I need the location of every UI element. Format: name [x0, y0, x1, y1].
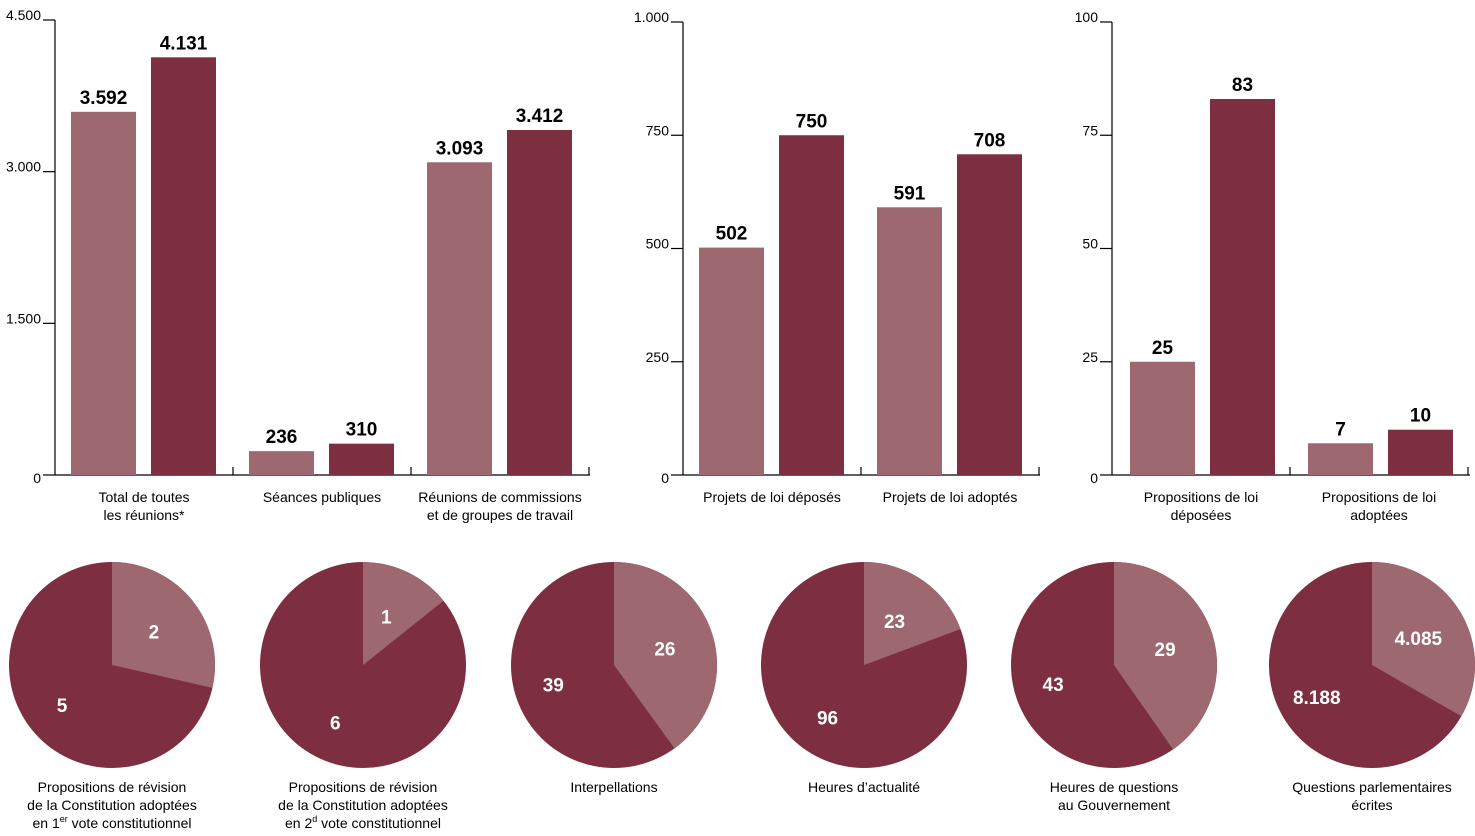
data-label: 591	[894, 183, 926, 204]
bar	[877, 207, 942, 476]
category-label: adoptées	[1350, 507, 1408, 523]
data-label: 502	[716, 224, 748, 245]
pie-caption: de la Constitution adoptées	[27, 797, 197, 813]
pie-label: 96	[817, 708, 838, 729]
category-label: Projets de loi adoptés	[883, 489, 1018, 505]
pie-caption: en 2d vote constitutionnel	[285, 814, 441, 831]
bar	[699, 247, 764, 475]
y-tick-label: 3.000	[6, 159, 41, 175]
pie-caption: écrites	[1351, 797, 1392, 813]
pie-chart-3: 26 39 Interpellations	[511, 562, 717, 795]
pie-caption: au Gouvernement	[1058, 797, 1170, 813]
y-tick-label: 1.000	[634, 9, 669, 25]
bar	[151, 57, 216, 476]
data-label: 83	[1232, 75, 1253, 96]
pie-label: 4.085	[1395, 629, 1443, 650]
pie-label: 5	[57, 696, 68, 717]
category-label: Séances publiques	[263, 489, 381, 505]
pie-slice	[363, 562, 444, 665]
y-tick-label: 25	[1082, 349, 1098, 365]
pie-chart-2: 1 6 Propositions de révision de la Constitu…	[260, 562, 466, 831]
pie-caption: Propositions de révision	[38, 779, 187, 795]
data-label: 3.592	[80, 88, 128, 109]
data-label: 10	[1410, 406, 1431, 427]
category-label: déposées	[1171, 507, 1232, 523]
category-label: Projets de loi déposés	[703, 489, 841, 505]
pie-chart-1: 2 5 Propositions de révision de la Constitu…	[9, 562, 216, 831]
bar	[779, 135, 844, 475]
bar	[329, 443, 394, 475]
bar-chart-3: 0 25 50 75 100 25 83 Propositions de loi déposée…	[1075, 9, 1470, 523]
bar	[1388, 429, 1453, 475]
bar	[1210, 99, 1275, 475]
data-label: 3.412	[516, 106, 564, 127]
y-tick-label: 100	[1075, 9, 1099, 25]
y-tick-label: 0	[33, 470, 41, 486]
bar	[957, 154, 1022, 475]
pie-chart-5: 29 43 Heures de questions au Gouvernement	[1011, 562, 1218, 813]
data-label: 310	[346, 420, 378, 441]
pie-chart-4: 23 96 Heures d’actualité	[761, 562, 967, 795]
pie-label: 39	[543, 676, 564, 697]
y-tick-label: 0	[661, 470, 669, 486]
pie-slice	[864, 562, 961, 665]
data-label: 236	[266, 427, 298, 448]
y-tick-label: 75	[1082, 122, 1098, 138]
bar-chart-1: 0 1.500 3.000 4.500 3.592 4.131 Total de toute…	[6, 7, 590, 523]
y-tick-label: 500	[646, 236, 670, 252]
pie-caption: Questions parlementaires	[1292, 779, 1452, 795]
pie-caption: en 1er vote constitutionnel	[32, 814, 191, 831]
pie-label: 23	[884, 612, 905, 633]
pie-slice	[1372, 562, 1475, 717]
data-label: 25	[1152, 338, 1174, 359]
pie-label: 43	[1043, 675, 1064, 696]
pie-label: 1	[381, 608, 392, 629]
category-label: et de groupes de travail	[427, 507, 573, 523]
pie-label: 29	[1155, 640, 1176, 661]
bar	[249, 451, 314, 475]
data-label: 7	[1335, 419, 1346, 440]
bar	[1308, 443, 1373, 475]
pie-caption: Heures d’actualité	[808, 779, 920, 795]
pie-label: 26	[654, 639, 675, 660]
category-label: Propositions de loi	[1322, 489, 1436, 505]
data-label: 3.093	[436, 138, 484, 159]
data-label: 4.131	[160, 33, 208, 54]
category-label: Propositions de loi	[1144, 489, 1258, 505]
pie-slice	[1114, 562, 1218, 750]
bar-chart-2: 0 250 500 750 1.000 502 750 Projets de loi dépo…	[634, 9, 1040, 505]
bar	[507, 130, 572, 475]
category-label: Total de toutes	[98, 489, 189, 505]
pie-caption: Propositions de révision	[289, 779, 438, 795]
pie-caption: Heures de questions	[1050, 779, 1178, 795]
bar	[71, 111, 136, 475]
category-label: Réunions de commissions	[418, 489, 581, 505]
bar	[1130, 361, 1195, 475]
pie-slice	[112, 562, 216, 688]
data-label: 750	[796, 111, 828, 132]
pie-chart-6: 4.085 8.188 Questions parlementaires écrite…	[1269, 562, 1475, 813]
data-label: 708	[974, 130, 1006, 151]
category-label: les réunions*	[104, 507, 185, 523]
y-tick-label: 250	[646, 349, 670, 365]
pie-label: 6	[330, 714, 341, 735]
bar	[427, 162, 492, 475]
y-tick-label: 4.500	[6, 7, 41, 23]
y-tick-label: 50	[1082, 236, 1098, 252]
y-tick-label: 750	[646, 122, 670, 138]
pie-caption: Interpellations	[570, 779, 657, 795]
pie-slice	[614, 562, 717, 749]
pie-label: 2	[149, 623, 160, 644]
y-tick-label: 1.500	[6, 310, 41, 326]
pie-label: 8.188	[1293, 688, 1341, 709]
y-tick-label: 0	[1090, 470, 1098, 486]
pie-caption: de la Constitution adoptées	[278, 797, 448, 813]
